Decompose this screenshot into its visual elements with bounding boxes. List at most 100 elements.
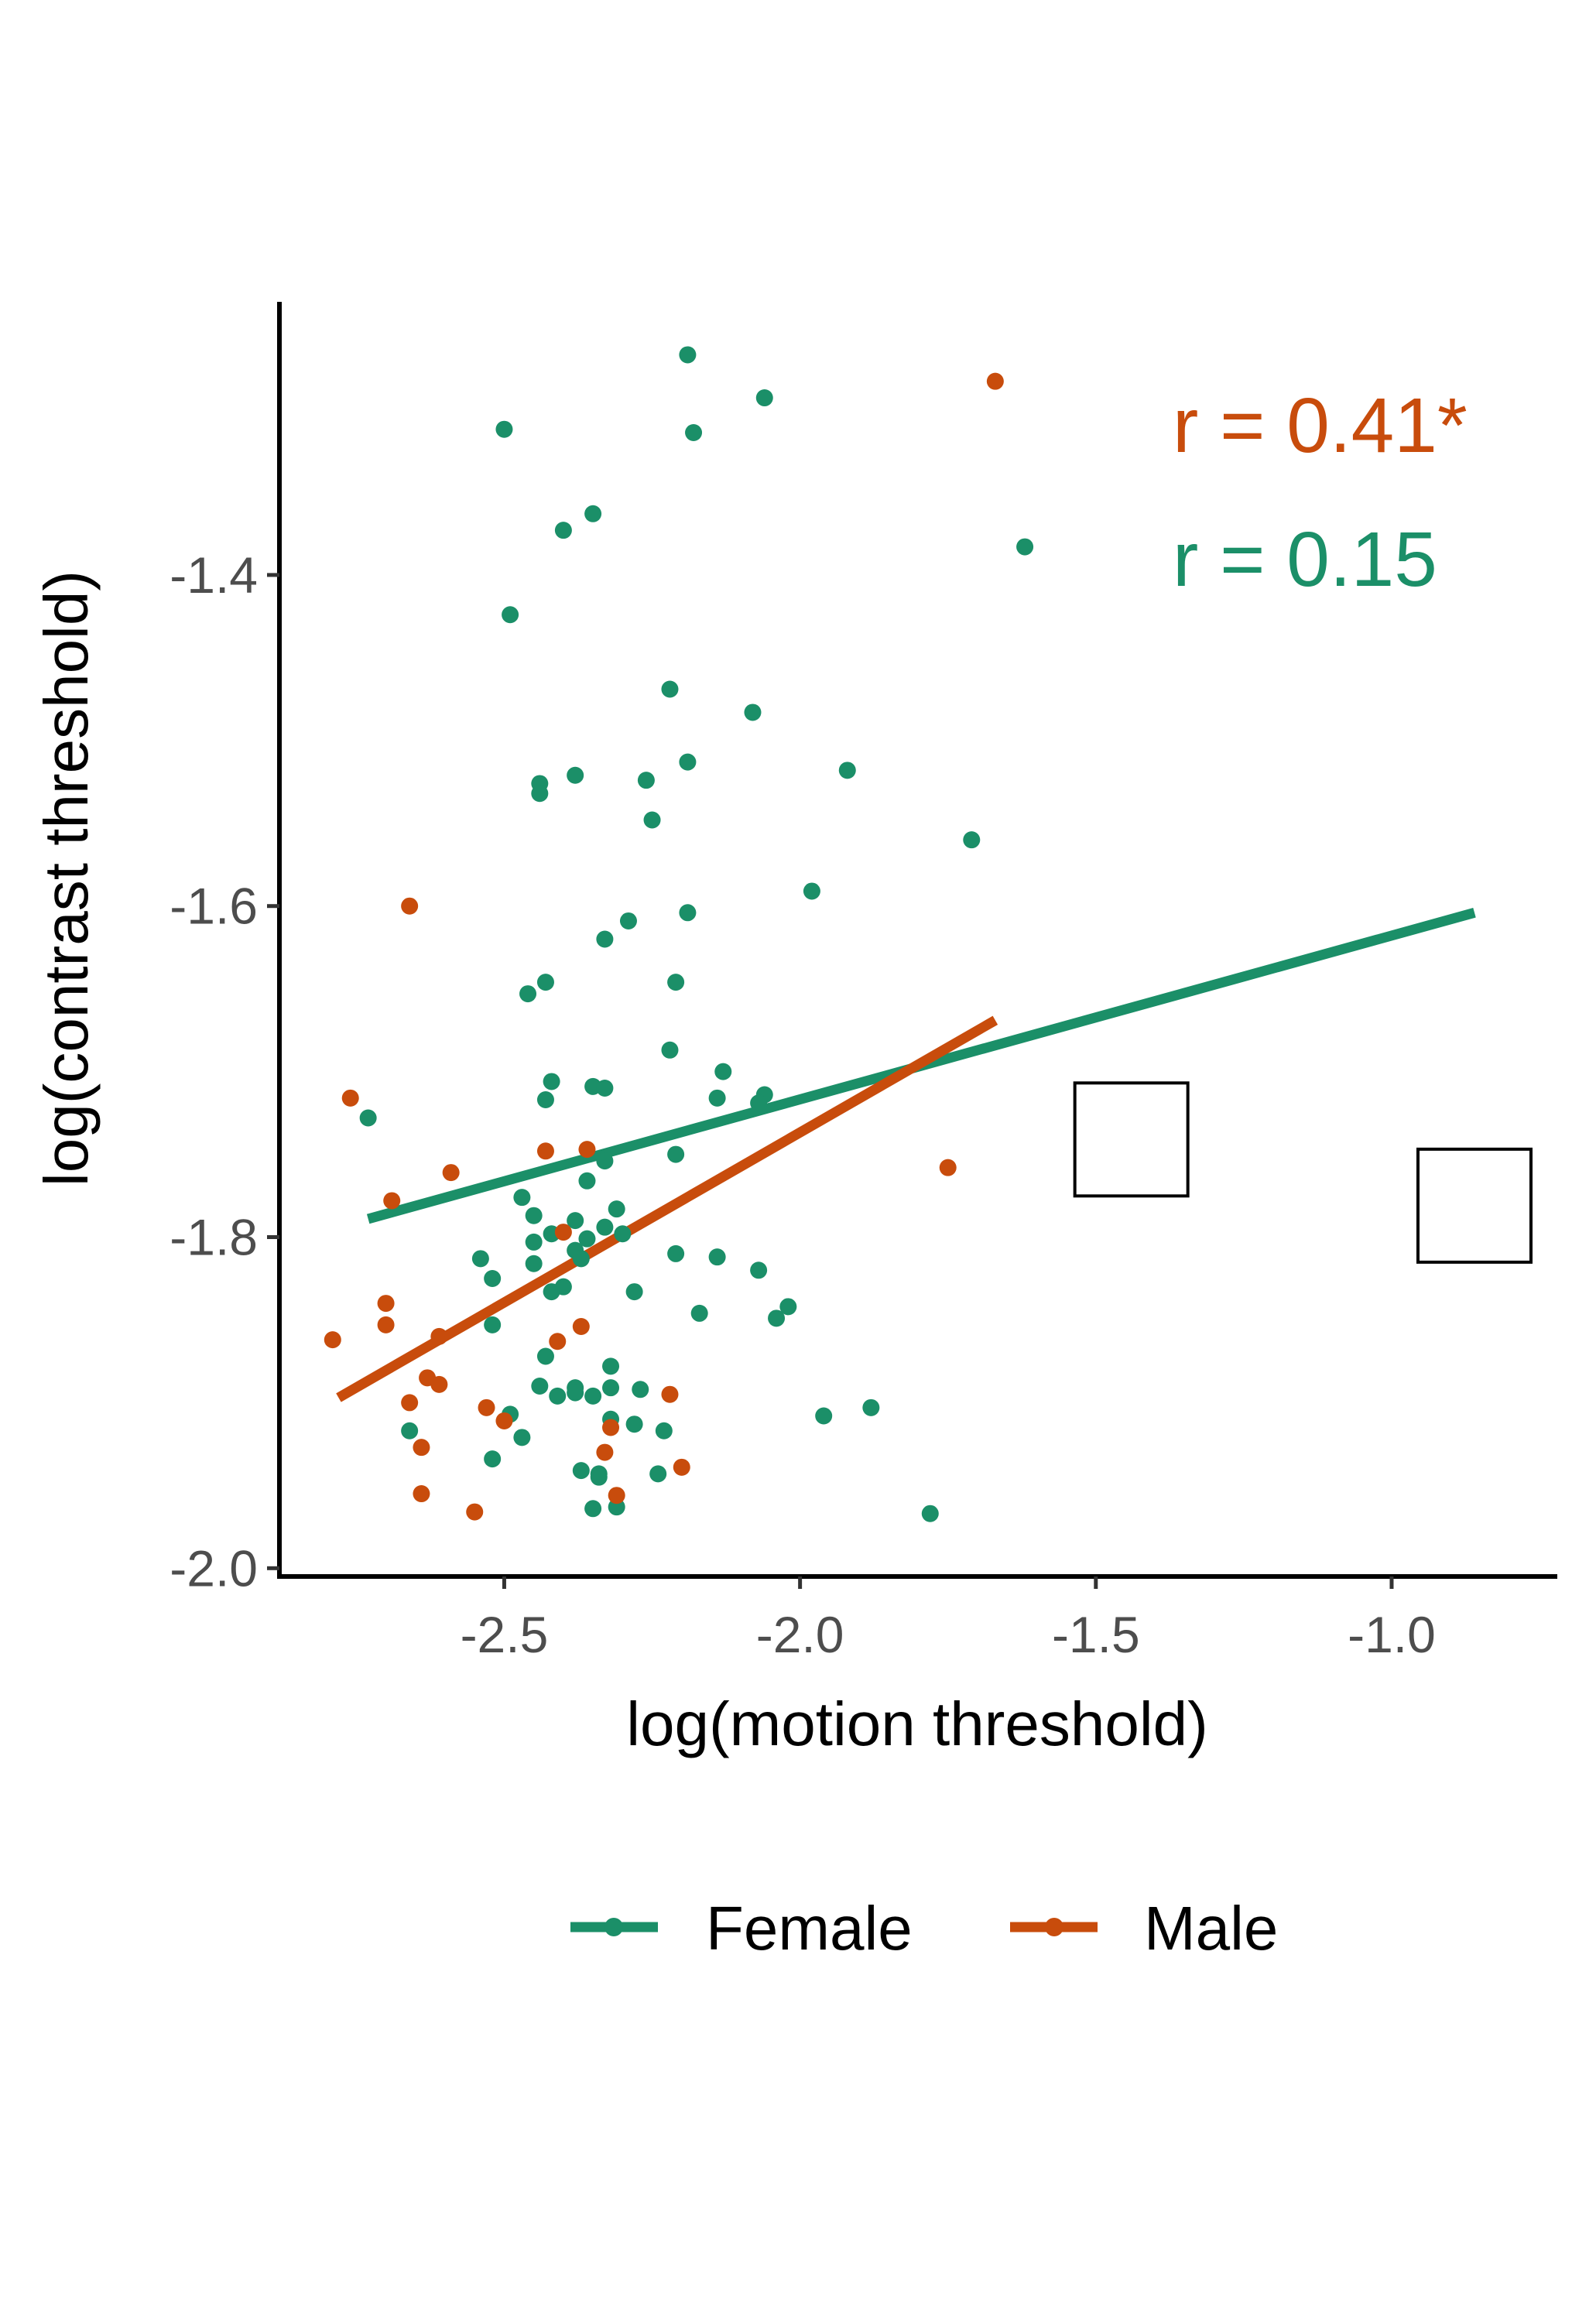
female-data-point (596, 930, 614, 948)
female-data-point (596, 1218, 614, 1236)
male-data-point (430, 1327, 448, 1345)
female-data-point (667, 974, 685, 991)
female-data-point (578, 1172, 596, 1190)
female-data-point (572, 1462, 590, 1480)
female-data-point (401, 1422, 419, 1439)
male-data-point (341, 1089, 359, 1107)
female-data-point (679, 346, 697, 364)
male-data-point (602, 1419, 620, 1436)
y-tick-label: -1.4 (170, 546, 258, 604)
female-data-point (484, 1269, 502, 1287)
legend: Female Male (570, 1894, 1278, 1963)
female-data-point (779, 1298, 797, 1316)
female-data-point (838, 762, 856, 779)
x-axis-ticks: -2.5 -2.0 -1.5 -1.0 (461, 1576, 1436, 1663)
female-data-point (567, 766, 584, 784)
female-data-point (596, 1080, 614, 1097)
male-data-point (401, 1394, 419, 1412)
male-data-point (578, 1141, 596, 1159)
male-data-point (377, 1316, 395, 1333)
female-data-point (567, 1384, 584, 1402)
male-fit-line (336, 1015, 998, 1402)
highlight-box (1073, 1081, 1190, 1198)
x-tick-label: -2.0 (756, 1606, 844, 1663)
female-data-point (755, 389, 773, 407)
female-data-point (750, 1094, 768, 1112)
male-data-point (383, 1192, 401, 1210)
female-data-point (572, 1250, 590, 1268)
female-data-point (708, 1089, 726, 1107)
female-data-point (602, 1379, 620, 1397)
female-data-point (513, 1189, 531, 1207)
male-data-point (466, 1503, 484, 1521)
female-data-point (862, 1398, 880, 1416)
highlight-boxes (1073, 1081, 1533, 1264)
female-data-point (596, 1152, 614, 1170)
y-tick-label: -2.0 (170, 1539, 258, 1597)
female-data-point (531, 1378, 549, 1395)
legend-female-marker (604, 1918, 623, 1936)
male-data-point (324, 1331, 341, 1349)
male-data-point (673, 1458, 690, 1476)
legend-male-label: Male (1144, 1894, 1278, 1963)
female-data-point (661, 1041, 679, 1059)
female-data-point (921, 1505, 939, 1522)
female-data-point (803, 882, 820, 900)
male-data-point (986, 372, 1004, 390)
male-data-point (554, 1224, 572, 1241)
male-data-point (442, 1164, 460, 1182)
female-data-point (584, 1500, 602, 1518)
female-data-point (484, 1316, 502, 1333)
female-data-point (590, 1468, 608, 1486)
female-data-point (815, 1407, 833, 1425)
x-tick-label: -2.5 (461, 1606, 549, 1663)
female-data-point (708, 1248, 726, 1266)
female-data-point (637, 772, 655, 789)
female-data-point (536, 974, 554, 991)
x-tick-label: -1.5 (1052, 1606, 1140, 1663)
male-data-point (413, 1439, 430, 1457)
female-data-point (685, 423, 703, 441)
female-data-point (543, 1283, 560, 1301)
female-data-point (679, 753, 697, 771)
legend-female-label: Female (706, 1894, 913, 1963)
female-data-point (567, 1212, 584, 1230)
female-data-point (359, 1109, 377, 1127)
female-data-point (750, 1261, 768, 1279)
female-data-point (525, 1207, 543, 1224)
female-data-point (714, 1063, 732, 1080)
points-layer (324, 346, 1034, 1522)
male-data-point (401, 897, 419, 915)
male-data-point (549, 1333, 567, 1350)
female-data-point (768, 1309, 786, 1327)
female-data-point (614, 1225, 632, 1243)
female-correlation-annotation: r = 0.15 (1173, 516, 1437, 603)
female-data-point (554, 522, 572, 539)
female-data-point (584, 1387, 602, 1405)
female-data-point (484, 1450, 502, 1468)
x-axis-title: log(motion threshold) (626, 1689, 1207, 1758)
y-axis-title: log(contrast threshold) (32, 570, 101, 1186)
y-tick-label: -1.6 (170, 878, 258, 935)
female-data-point (525, 1233, 543, 1251)
female-data-point (679, 904, 697, 922)
female-data-point (690, 1304, 708, 1322)
legend-male-marker (1045, 1918, 1063, 1936)
male-data-point (536, 1142, 554, 1160)
female-data-point (536, 1090, 554, 1108)
female-data-point (543, 1073, 560, 1090)
male-data-point (377, 1295, 395, 1313)
female-data-point (649, 1465, 667, 1483)
male-data-point (572, 1318, 590, 1336)
female-data-point (584, 505, 602, 522)
female-data-point (608, 1200, 625, 1218)
female-data-point (625, 1416, 643, 1433)
male-data-point (495, 1412, 513, 1429)
female-data-point (495, 420, 513, 438)
highlight-box (1416, 1147, 1533, 1264)
female-data-point (661, 680, 679, 698)
male-data-point (596, 1443, 614, 1461)
female-data-point (744, 703, 762, 721)
